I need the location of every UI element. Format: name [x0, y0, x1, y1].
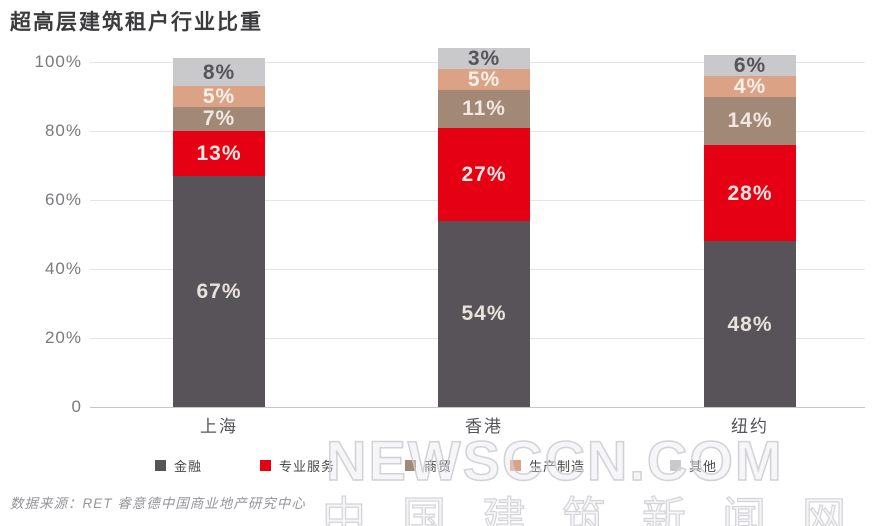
y-axis-tick-label: 20% — [44, 328, 82, 347]
y-axis-tick-label: 40% — [44, 259, 82, 278]
legend-label: 其他 — [689, 458, 718, 474]
gridline — [90, 407, 865, 408]
segment-label: 4% — [733, 74, 767, 98]
legend-item: 商贸 — [405, 458, 453, 474]
segment-label: 48% — [727, 312, 773, 336]
segment-label: 8% — [202, 60, 236, 84]
y-axis-tick-label: 0 — [71, 397, 82, 416]
bar-segment: 14% — [704, 96, 796, 145]
plot-area: 100% 80% 60% 40% 20% 0 67% 13% 7% 5% 8% 54% 27% 11% 5%… — [35, 47, 865, 416]
segment-label: 5% — [467, 67, 501, 91]
y-axis-tick-label: 80% — [44, 121, 82, 140]
chart-title: 超高层建筑租户行业比重 — [10, 11, 263, 34]
data-source-note: 数据来源：RET 睿意德中国商业地产研究中心 — [10, 496, 306, 511]
y-axis-tick-label: 100% — [34, 52, 82, 71]
legend-label: 生产制造 — [529, 458, 586, 474]
legend-label: 专业服务 — [279, 458, 336, 474]
legend-item: 生产制造 — [510, 458, 586, 474]
bar-segment: 48% — [704, 241, 796, 407]
bar-segment: 5% — [438, 67, 530, 91]
x-axis-label: 香港 — [465, 417, 503, 436]
legend-swatch — [155, 459, 166, 471]
stacked-bar-纽约: 48% 28% 14% 4% 6% — [704, 54, 796, 407]
segment-label: 6% — [733, 53, 767, 77]
legend-swatch — [510, 459, 521, 471]
stacked-bar-香港: 54% 27% 11% 5% 3% — [438, 47, 530, 407]
segment-label: 67% — [196, 279, 242, 303]
segment-label: 54% — [461, 302, 507, 326]
legend-label: 金融 — [174, 458, 203, 474]
x-axis-label: 纽约 — [731, 417, 769, 436]
segment-label: 3% — [467, 46, 501, 70]
segment-label: 27% — [461, 162, 507, 186]
segment-label: 7% — [202, 107, 236, 131]
bar-segment: 67% — [173, 175, 265, 407]
segment-label: 28% — [727, 181, 773, 205]
legend-item: 金融 — [155, 458, 203, 474]
bar-segment: 5% — [173, 84, 265, 108]
stacked-bar-上海: 67% 13% 7% 5% 8% — [173, 58, 265, 407]
bar-segment: 54% — [438, 220, 530, 407]
bar-segment: 8% — [173, 58, 265, 86]
bar-segment: 6% — [704, 53, 796, 77]
bar-segment: 13% — [173, 131, 265, 176]
x-axis-label: 上海 — [200, 417, 238, 436]
bar-segment: 7% — [173, 106, 265, 132]
legend-item: 专业服务 — [260, 458, 336, 474]
bar-segment: 28% — [704, 144, 796, 242]
legend-label: 商贸 — [424, 458, 453, 474]
bar-segment: 11% — [438, 89, 530, 128]
legend-item: 其他 — [670, 458, 718, 474]
legend-swatch — [260, 459, 271, 471]
segment-label: 14% — [727, 109, 773, 133]
segment-label: 13% — [196, 141, 242, 165]
bar-segment: 27% — [438, 127, 530, 221]
bar-segment: 3% — [438, 46, 530, 70]
legend-swatch — [405, 459, 416, 471]
watermark-text-chinese: 中国建筑新闻网 — [321, 493, 882, 526]
bar-segment: 4% — [704, 74, 796, 98]
legend-swatch — [670, 459, 681, 471]
segment-label: 11% — [462, 97, 506, 121]
y-axis-tick-label: 60% — [44, 190, 82, 209]
segment-label: 5% — [202, 84, 236, 108]
